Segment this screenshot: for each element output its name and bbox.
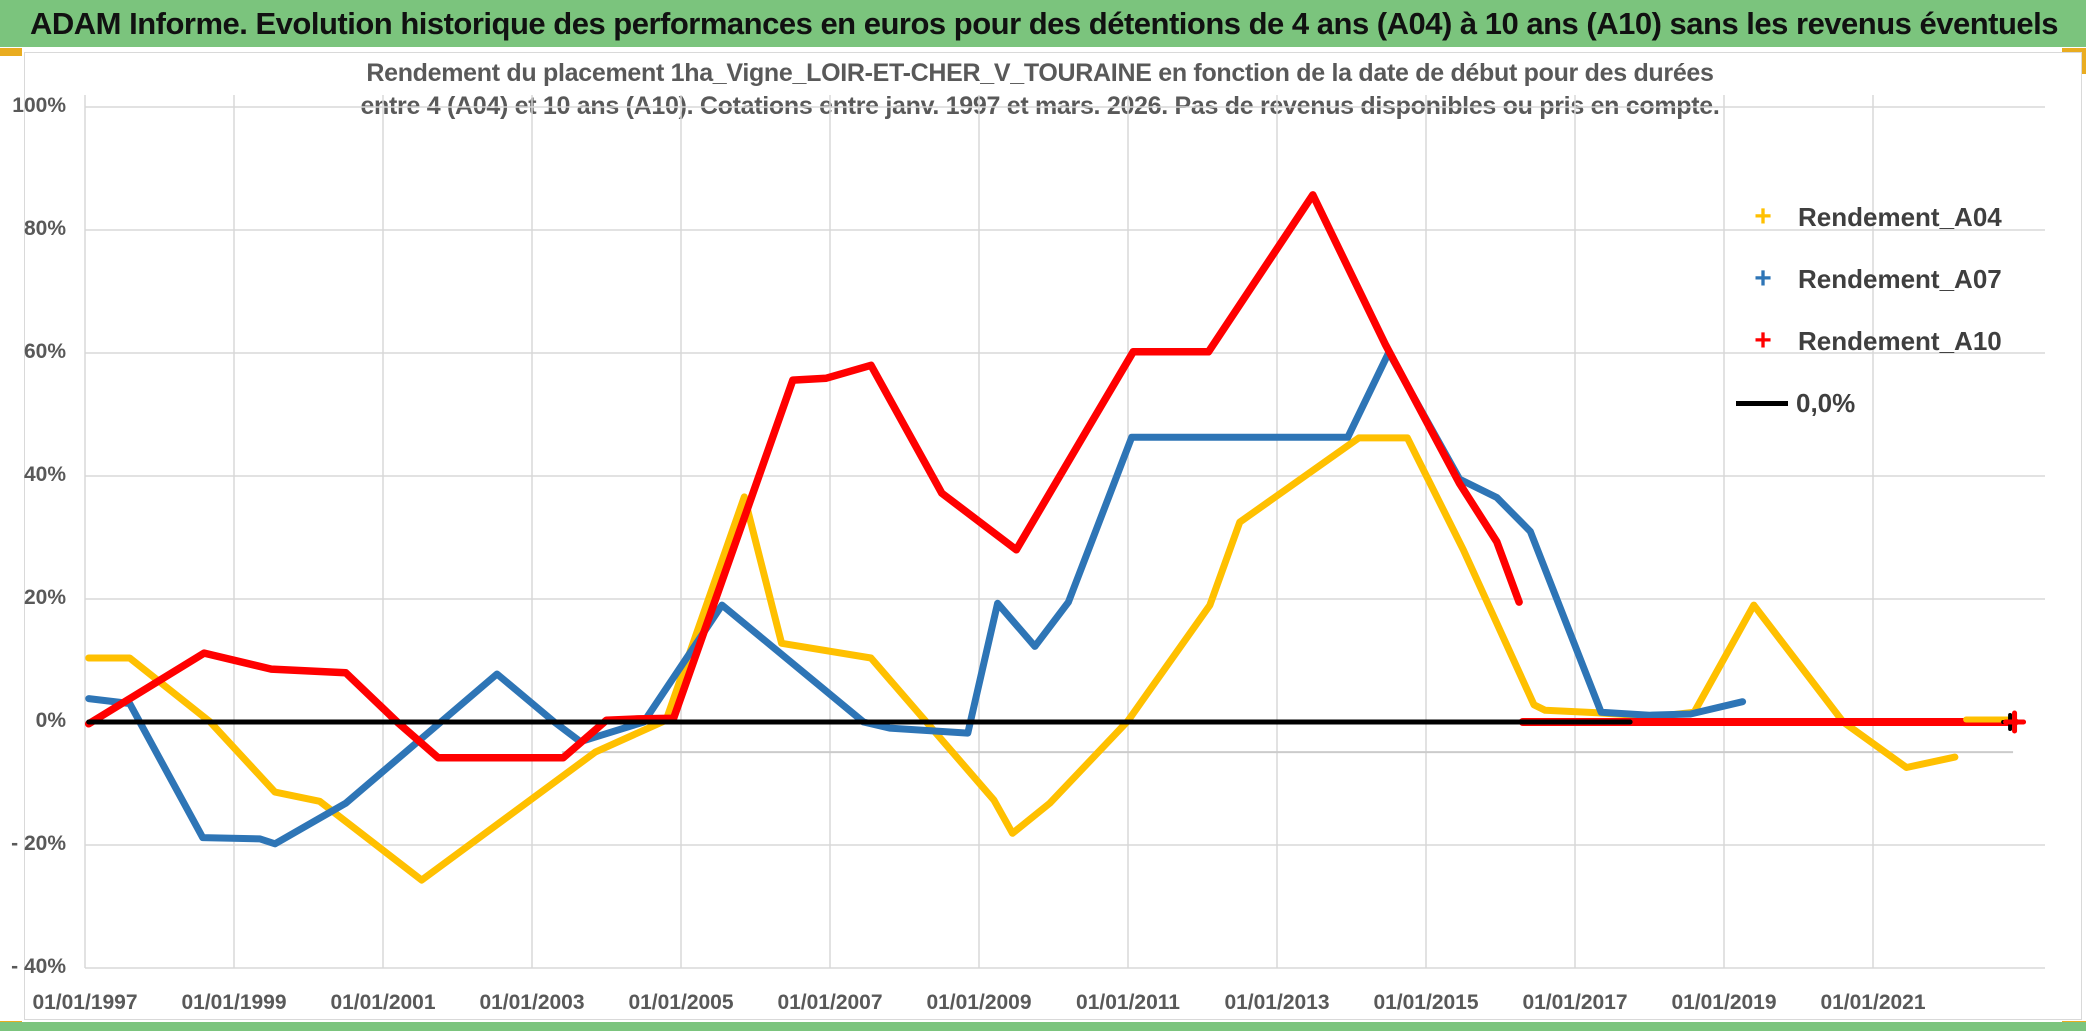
plus-marker-icon: + — [1754, 200, 1772, 233]
series-rendement-a10 — [84, 191, 1523, 762]
chart-subtitle: Rendement du placement 1ha_Vigne_LOIR-ET… — [330, 57, 1750, 123]
x-tick-label: 01/01/1999 — [181, 991, 287, 1014]
gold-accent-top-right-leg — [2078, 48, 2086, 74]
y-tick-label: 80% — [23, 217, 66, 240]
legend-item-0-0-: 0,0% — [1736, 372, 2002, 434]
x-tick-label: 01/01/1997 — [32, 991, 138, 1014]
y-tick-label: 20% — [23, 586, 66, 609]
x-tick-label: 01/01/2009 — [926, 991, 1032, 1014]
y-tick-label: 40% — [23, 463, 66, 486]
series-rendement-a04 — [85, 434, 1959, 884]
x-tick-label: 01/01/2011 — [1076, 991, 1180, 1014]
chart-area — [24, 52, 2082, 1020]
x-tick-label: 01/01/2017 — [1522, 991, 1628, 1014]
x-tick-label: 01/01/2007 — [777, 991, 883, 1014]
plus-marker-icon: + — [1754, 262, 1772, 295]
x-tick-label: 01/01/2001 — [330, 991, 436, 1014]
series-rendement-a07 — [85, 348, 1747, 848]
line-marker-icon — [1736, 400, 1788, 406]
bottom-green-bar — [0, 1022, 2086, 1031]
y-tick-label: - 40% — [11, 955, 66, 978]
x-tick-label: 01/01/2003 — [479, 991, 585, 1014]
y-tick-label: 60% — [23, 340, 66, 363]
title-banner: ADAM Informe. Evolution historique des p… — [0, 0, 2086, 47]
y-tick-label: 0% — [35, 709, 66, 732]
x-tick-label: 01/01/2019 — [1671, 991, 1777, 1014]
chart-subtitle-line2: entre 4 (A04) et 10 ans (A10). Cotations… — [360, 92, 1720, 120]
legend-item-rendement-a04: + Rendement_A04 — [1736, 186, 2002, 248]
x-tick-label: 01/01/2021 — [1820, 991, 1926, 1014]
legend-item-rendement-a07: + Rendement_A07 — [1736, 248, 2002, 310]
x-tick-label: 01/01/2015 — [1373, 991, 1479, 1014]
gold-accent-top-left — [0, 48, 22, 56]
legend-item-rendement-a10: + Rendement_A10 — [1736, 310, 2002, 372]
plus-marker-icon: + — [1754, 324, 1772, 357]
x-tick-label: 01/01/2013 — [1224, 991, 1330, 1014]
legend-label: Rendement_A07 — [1798, 263, 2002, 294]
y-tick-label: - 20% — [11, 832, 66, 855]
legend-label: Rendement_A04 — [1798, 201, 2002, 232]
legend: + Rendement_A04 + Rendement_A07 + Rendement_A… — [1736, 186, 2002, 434]
x-tick-label: 01/01/2005 — [628, 991, 734, 1014]
page-title: ADAM Informe. Evolution historique des p… — [30, 5, 2059, 41]
y-tick-label: 100% — [12, 94, 66, 117]
legend-label: 0,0% — [1796, 387, 1856, 418]
chart-subtitle-line1: Rendement du placement 1ha_Vigne_LOIR-ET… — [366, 59, 1714, 87]
legend-label: Rendement_A10 — [1798, 325, 2002, 356]
